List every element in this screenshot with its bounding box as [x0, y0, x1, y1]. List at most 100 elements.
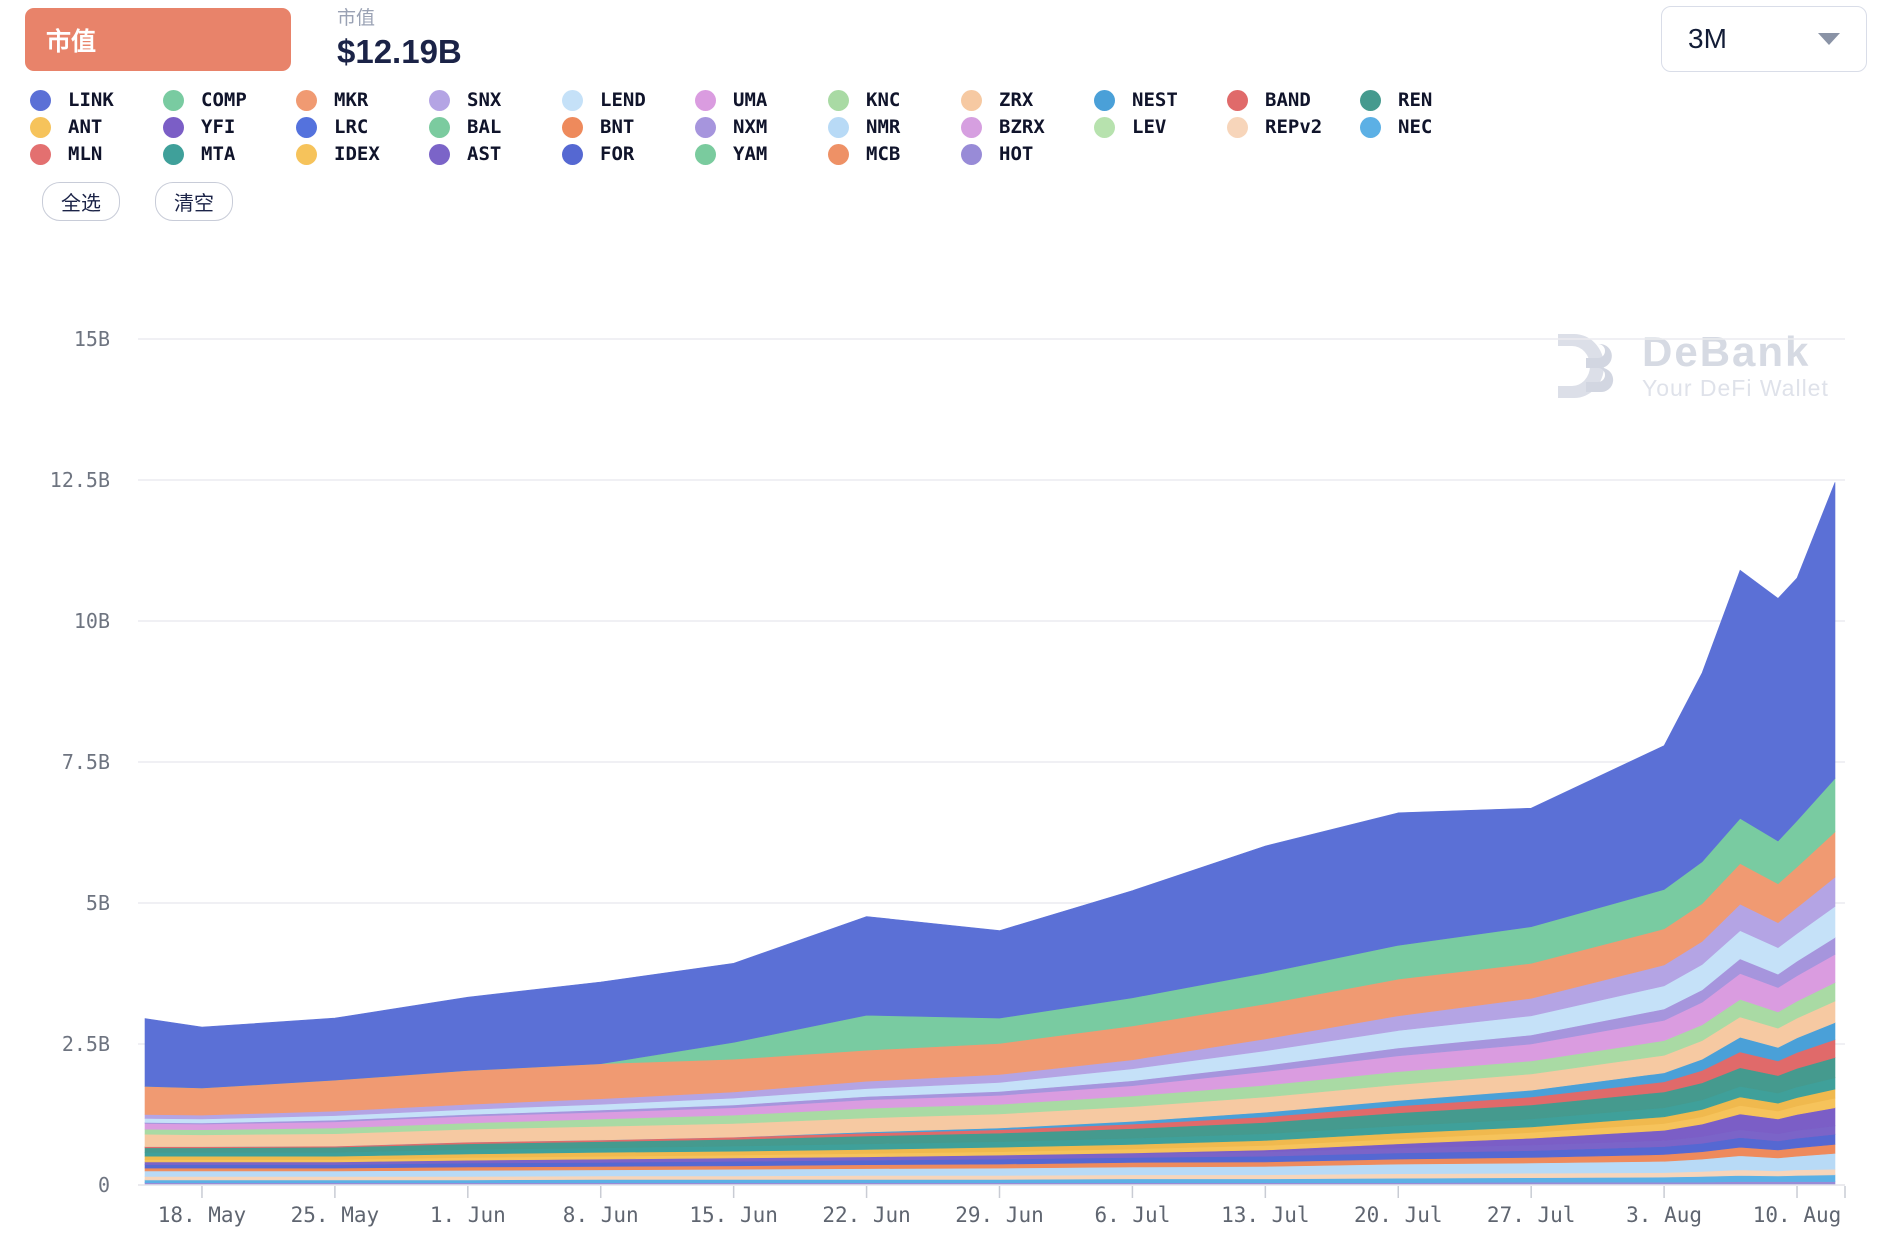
series-area-LEND — [144, 905, 1836, 1124]
legend-item-NEC[interactable]: NEC — [1360, 116, 1493, 138]
legend-label: BAL — [467, 116, 502, 138]
legend-item-LEND[interactable]: LEND — [562, 89, 695, 111]
time-range-value: 3M — [1688, 23, 1727, 54]
legend-dot-icon — [30, 143, 51, 165]
metric-summary: 市值 $12.19B — [337, 7, 462, 71]
legend-item-BAND[interactable]: BAND — [1227, 89, 1360, 111]
series-area-NXM — [144, 936, 1836, 1125]
series-area-REPv2 — [144, 1168, 1836, 1181]
series-area-FOR — [144, 1133, 1836, 1169]
legend-item-ZRX[interactable]: ZRX — [961, 89, 1094, 111]
legend-dot-icon — [429, 116, 450, 138]
legend-item-MTA[interactable]: MTA — [163, 143, 296, 165]
legend-item-NEST[interactable]: NEST — [1094, 89, 1227, 111]
legend-item-LEV[interactable]: LEV — [1094, 116, 1227, 138]
legend-dot-icon — [1094, 89, 1115, 111]
legend-item-IDEX[interactable]: IDEX — [296, 143, 429, 165]
legend-label: REN — [1398, 89, 1433, 111]
series-area-MTA — [144, 1077, 1836, 1157]
market-cap-tab-button[interactable]: 市值 — [25, 8, 291, 71]
legend-label: NMR — [866, 116, 901, 138]
legend-item-YFI[interactable]: YFI — [163, 116, 296, 138]
legend-item-BNT[interactable]: BNT — [562, 116, 695, 138]
clear-button[interactable]: 清空 — [155, 182, 233, 221]
legend-label: ZRX — [999, 89, 1034, 111]
legend-item-NMR[interactable]: NMR — [828, 116, 961, 138]
legend-item-NXM[interactable]: NXM — [695, 116, 828, 138]
debank-logo-icon — [1558, 334, 1614, 398]
legend-item-MCB[interactable]: MCB — [828, 143, 961, 165]
legend-label: BNT — [600, 116, 635, 138]
legend-dot-icon — [1227, 89, 1248, 111]
legend-item-REPv2[interactable]: REPv2 — [1227, 116, 1360, 138]
legend-dot-icon — [828, 143, 849, 165]
y-axis-label-0: 0 — [98, 1173, 110, 1197]
legend-dot-icon — [961, 116, 982, 138]
metric-label: 市值 — [337, 8, 376, 29]
legend-item-MLN[interactable]: MLN — [30, 143, 163, 165]
legend-item-AST[interactable]: AST — [429, 143, 562, 165]
legend-dot-icon — [1094, 116, 1115, 138]
series-area-MKR — [144, 831, 1836, 1116]
legend-dot-icon — [163, 143, 184, 165]
y-axis-label-15B: 15B — [74, 327, 110, 351]
select-all-button[interactable]: 全选 — [42, 182, 120, 221]
time-range-dropdown[interactable]: 3M — [1661, 6, 1867, 72]
legend-label: BAND — [1265, 89, 1311, 111]
legend-label: AST — [467, 143, 502, 165]
legend-item-FOR[interactable]: FOR — [562, 143, 695, 165]
legend-item-HOT[interactable]: HOT — [961, 143, 1094, 165]
legend-label: MKR — [334, 89, 369, 111]
y-axis-label-12.5B: 12.5B — [50, 468, 110, 492]
legend-dot-icon — [30, 89, 51, 111]
legend-item-LRC[interactable]: LRC — [296, 116, 429, 138]
series-area-HOT — [144, 1181, 1836, 1186]
legend-label: BZRX — [999, 116, 1045, 138]
legend-item-BAL[interactable]: BAL — [429, 116, 562, 138]
debank-watermark: DeBank Your DeFi Wallet — [1552, 330, 1829, 406]
series-area-REN — [144, 1057, 1836, 1153]
debank-brand: DeBank — [1642, 328, 1811, 375]
series-area-LINK — [144, 482, 1836, 1089]
legend-dot-icon — [562, 116, 583, 138]
debank-tagline: Your DeFi Wallet — [1642, 375, 1829, 401]
legend-item-KNC[interactable]: KNC — [828, 89, 961, 111]
legend-dot-icon — [163, 89, 184, 111]
series-area-UMA — [144, 953, 1836, 1131]
y-axis-label-5B: 5B — [86, 891, 110, 915]
y-axis-label-10B: 10B — [74, 609, 110, 633]
legend-item-LINK[interactable]: LINK — [30, 89, 163, 111]
series-area-ANT — [144, 1097, 1836, 1163]
legend-dot-icon — [163, 116, 184, 138]
legend-item-REN[interactable]: REN — [1360, 89, 1493, 111]
legend-label: COMP — [201, 89, 247, 111]
legend-item-ANT[interactable]: ANT — [30, 116, 163, 138]
series-area-NEST — [145, 1022, 1836, 1147]
x-axis-label-1. Jun: 1. Jun — [430, 1203, 506, 1227]
legend-dot-icon — [1227, 116, 1248, 138]
legend-item-YAM[interactable]: YAM — [695, 143, 828, 165]
legend-item-MKR[interactable]: MKR — [296, 89, 429, 111]
series-area-COMP — [144, 777, 1836, 1089]
x-axis-label-27. Jul: 27. Jul — [1487, 1203, 1576, 1227]
legend-dot-icon — [695, 143, 716, 165]
legend-label: MCB — [866, 143, 901, 165]
legend-label: LEV — [1132, 116, 1167, 138]
legend-label: REPv2 — [1265, 116, 1323, 138]
legend-label: NEC — [1398, 116, 1433, 138]
legend-label: LEND — [600, 89, 646, 111]
legend-item-UMA[interactable]: UMA — [695, 89, 828, 111]
chevron-down-icon — [1818, 33, 1840, 45]
legend-item-BZRX[interactable]: BZRX — [961, 116, 1094, 138]
y-axis-label-2.5B: 2.5B — [62, 1032, 110, 1056]
x-axis-label-10. Aug: 10. Aug — [1753, 1203, 1842, 1227]
legend-item-SNX[interactable]: SNX — [429, 89, 562, 111]
x-axis-label-18. May: 18. May — [158, 1203, 247, 1227]
series-area-SNX — [144, 876, 1836, 1120]
legend-label: ANT — [68, 116, 103, 138]
token-legend: LINK COMP MKR SNX LEND UMA KNC ZRX NEST BAND REN AN… — [30, 89, 1493, 165]
legend-label: KNC — [866, 89, 901, 111]
x-axis-label-25. May: 25. May — [291, 1203, 380, 1227]
legend-item-COMP[interactable]: COMP — [163, 89, 296, 111]
legend-label: IDEX — [334, 143, 380, 165]
